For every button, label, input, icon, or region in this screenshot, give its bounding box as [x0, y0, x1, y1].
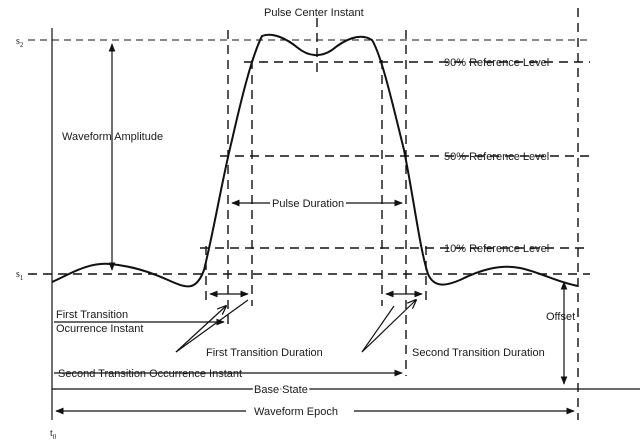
ref50-label: 50% Reference Level: [444, 151, 549, 163]
second-occurrence-label: Second Transition Occurrence Instant: [58, 368, 242, 380]
s2-label: s2: [16, 36, 24, 49]
pulse-waveform: [51, 33, 579, 288]
t0-label: t0: [50, 428, 57, 441]
pulse-duration-label: Pulse Duration: [272, 198, 344, 210]
second-duration-leader-a: [361, 305, 395, 353]
first-duration-leader-a: [175, 306, 226, 353]
ref90-label: 90% Reference Level: [444, 57, 549, 69]
waveform-epoch-label: Waveform Epoch: [254, 406, 338, 418]
first-occurrence-label-line2: Ocurrence Instant: [56, 323, 143, 335]
ref10-label: 10% Reference Level: [444, 243, 549, 255]
waveform-amplitude-label: Waveform Amplitude: [62, 131, 163, 143]
first-duration-leader-b: [175, 299, 249, 353]
second-duration-label: Second Transition Duration: [412, 347, 545, 359]
s1-label: s1: [16, 269, 24, 282]
first-occurrence-label-line1: First Transition: [56, 309, 128, 321]
base-state-label: Base State: [254, 384, 308, 396]
pulse-center-label: Pulse Center Instant: [264, 7, 364, 19]
second-duration-leader-b: [361, 300, 416, 353]
first-duration-label: First Transition Duration: [206, 347, 323, 359]
offset-label: Offset: [546, 311, 575, 323]
